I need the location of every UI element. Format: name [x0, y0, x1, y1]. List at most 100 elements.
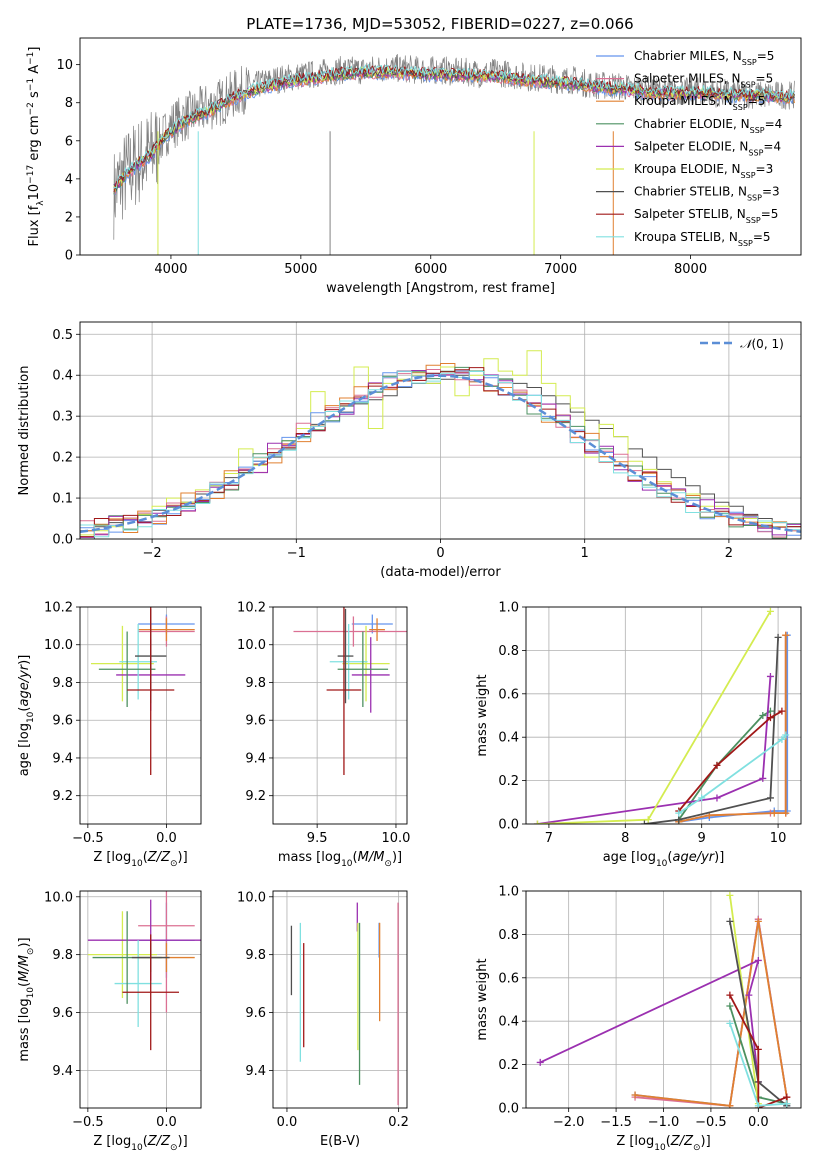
x-tick-label: 5000	[284, 262, 317, 277]
y-tick-label: 1.0	[498, 885, 519, 900]
legend-label: Chabrier MILES, NSSP=5	[634, 49, 774, 67]
x-tick-label: −2	[143, 546, 162, 561]
label-part: 10	[656, 859, 668, 869]
label-part: )]	[178, 850, 188, 865]
y-tick-label: 4	[65, 172, 73, 187]
gaussian-legend-label: 𝒩(0, 1)	[740, 337, 784, 351]
label-part: )]	[178, 1134, 188, 1149]
y-tick-label: 10.0	[237, 890, 266, 905]
x-tick-label: 0.0	[156, 831, 177, 846]
x-axis-label: mass [log10(M/M⊙)]	[278, 850, 402, 869]
figure-title: PLATE=1736, MJD=53052, FIBERID=0227, z=0…	[246, 15, 633, 33]
legend-sub: SSP	[746, 216, 761, 225]
y-tick-label: 0.2	[52, 451, 73, 466]
label-part: 10	[26, 987, 36, 999]
data-point	[782, 731, 790, 739]
y-tick-label: 9.6	[52, 1006, 73, 1021]
legend-label: Salpeter STELIB, NSSP=5	[634, 207, 778, 225]
x-tick-label: 2	[725, 546, 733, 561]
label-part: Z [log	[93, 1134, 131, 1149]
label-part: 10	[341, 859, 353, 869]
label-part: ⊙	[170, 859, 178, 869]
label-part: )]	[392, 850, 402, 865]
y-tick-label: 10.0	[237, 638, 266, 653]
weight-line	[537, 610, 772, 824]
y-axis-label: mass [log10(M/M⊙)]	[17, 937, 36, 1061]
legend-label: Salpeter ELODIE, NSSP=4	[634, 139, 781, 157]
legend-nssp: =3	[762, 185, 780, 199]
label-part: mass [log	[17, 998, 32, 1061]
legend-nssp: =3	[756, 162, 774, 176]
x-tick-label: 8000	[674, 262, 707, 277]
legend-name: Kroupa ELODIE, N	[634, 162, 741, 176]
y-tick-label: 0.5	[52, 328, 73, 343]
y-tick-label: 10	[56, 58, 73, 73]
x-axis-label: wavelength [Angstrom, rest frame]	[326, 281, 555, 296]
data-point	[766, 672, 774, 680]
y-tick-label: 9.8	[52, 676, 73, 691]
mass-weight-vs-Z-panel: −2.0 −1.5 −1.0 −0.5 0.0 0.0 0.2 0.4 0.6 0.8 1.0 Z […	[475, 885, 802, 1153]
label-part: (data-model)/error	[380, 565, 501, 580]
legend-nssp: =5	[757, 49, 775, 63]
x-axis-label: Z [log10(Z/Z⊙)]	[93, 1134, 187, 1153]
legend-nssp: =4	[765, 117, 783, 131]
label-part: A	[27, 65, 42, 78]
data-point	[778, 735, 786, 743]
x-tick-label: 10.0	[381, 831, 410, 846]
x-tick-label: 10	[770, 831, 787, 846]
label-part: ⊙	[384, 859, 392, 869]
legend-nssp: =5	[748, 94, 766, 108]
data-point	[754, 1102, 762, 1108]
y-tick-label: 0.0	[498, 818, 519, 833]
weight-line	[678, 635, 787, 823]
label-part: age [log	[603, 850, 656, 865]
y-tick-label: 9.2	[52, 789, 73, 804]
label-part: 10	[131, 859, 143, 869]
y-tick-label: 0.0	[498, 1102, 519, 1117]
x-tick-label: 7000	[544, 262, 577, 277]
model-spectrum-line	[113, 64, 795, 189]
y-tick-label: 0.0	[52, 533, 73, 548]
data-point	[675, 809, 683, 817]
model-spectrum-line	[113, 65, 795, 193]
data-point	[770, 809, 778, 817]
axes-frame	[79, 890, 202, 1109]
y-tick-label: 0.8	[498, 644, 519, 659]
y-tick-label: 1.0	[498, 601, 519, 616]
y-tick-label: 0.4	[52, 369, 73, 384]
y-tick-label: 9.8	[52, 948, 73, 963]
label-part: E(B-V)	[320, 1134, 360, 1149]
mass-vs-EBV-panel: 0.0 0.2 9.4 9.6 9.8 10.0 E(B-V)	[237, 890, 409, 1149]
y-tick-label: 6	[65, 134, 73, 149]
x-tick-label: −1	[287, 546, 306, 561]
x-tick-label: 0.0	[156, 1115, 177, 1130]
data-point	[759, 712, 767, 719]
legend-nssp: =5	[753, 230, 771, 244]
legend-N: 𝒩	[740, 337, 755, 351]
data-point	[536, 1058, 544, 1066]
axes-frame	[79, 37, 802, 256]
label-part: 10	[654, 1143, 666, 1153]
y-tick-label: 0.4	[498, 731, 519, 746]
data-point	[533, 820, 541, 824]
legend-label: Kroupa MILES, NSSP=5	[634, 94, 765, 112]
y-tick-label: 9.2	[245, 789, 266, 804]
y-tick-label: 0.6	[498, 971, 519, 986]
axes-frame	[272, 606, 408, 825]
y-tick-label: 9.6	[52, 714, 73, 729]
x-axis-label: Z [log10(Z/Z⊙)]	[93, 850, 187, 869]
legend-sub: SSP	[738, 238, 753, 247]
histogram-steps	[80, 363, 801, 539]
label-part: age [log	[17, 723, 32, 776]
label-part: (	[17, 707, 32, 712]
y-tick-label: 9.4	[52, 751, 73, 766]
data-point	[774, 633, 782, 641]
y-tick-label: 0.2	[498, 1058, 519, 1073]
data-point	[782, 631, 790, 639]
label-part: Normed distribution	[17, 366, 32, 496]
label-part: (	[667, 850, 672, 865]
label-part: Z [log	[93, 850, 131, 865]
legend-label: Chabrier ELODIE, NSSP=4	[634, 117, 782, 135]
legend-sub: SSP	[733, 103, 748, 112]
